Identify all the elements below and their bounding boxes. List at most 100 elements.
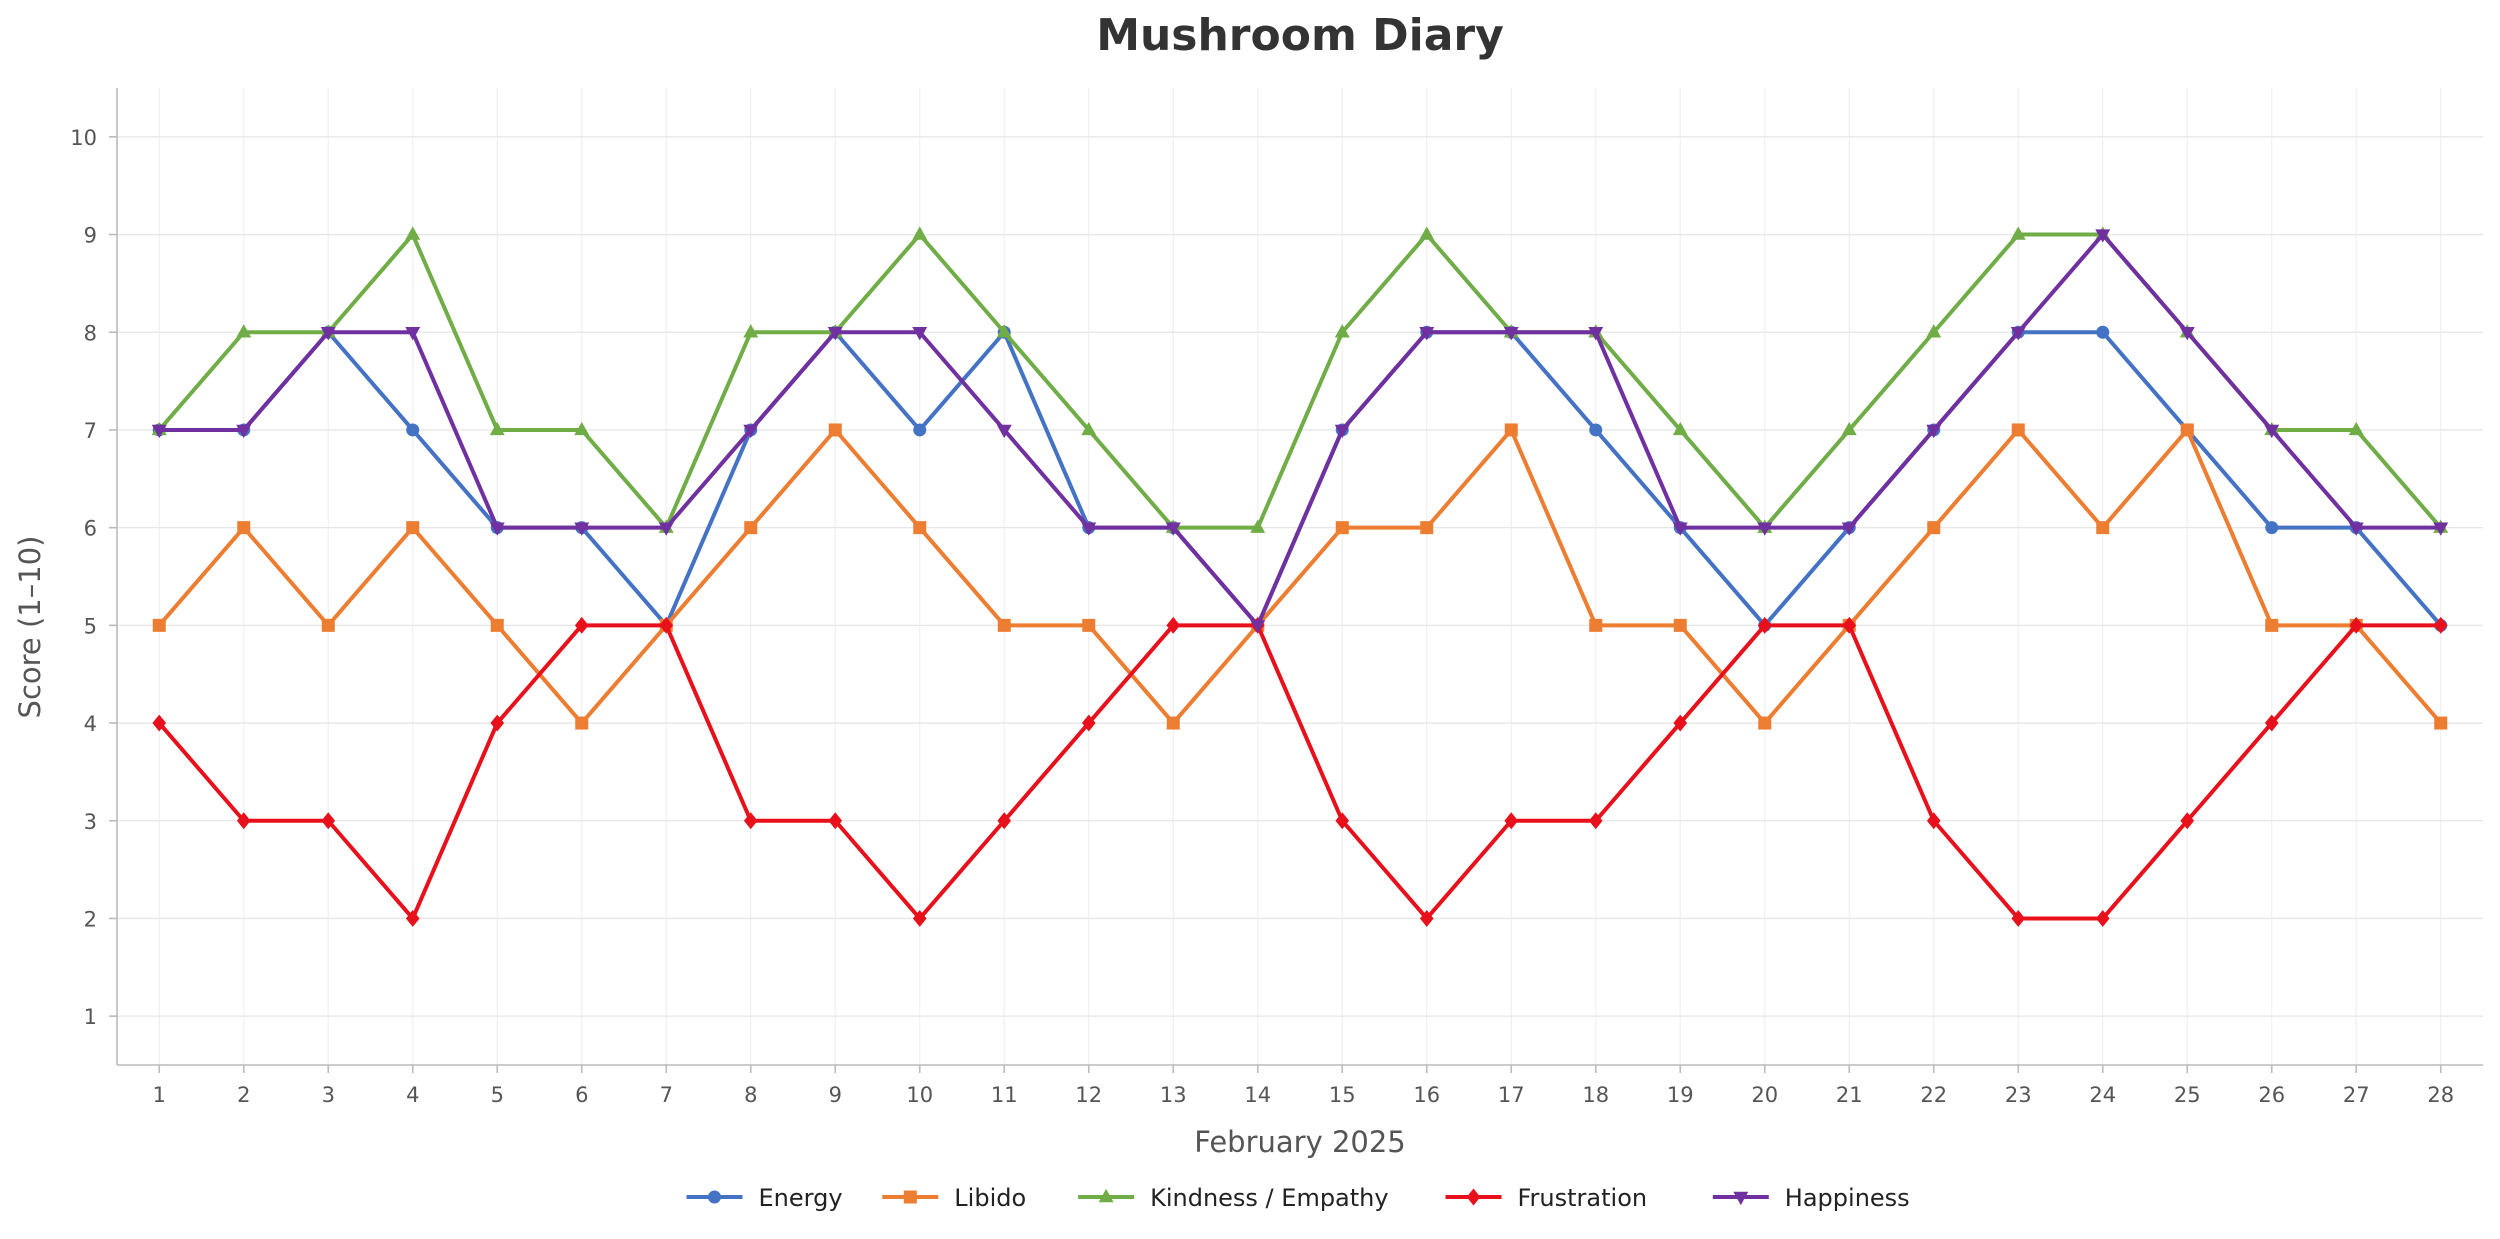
data-point-frustration <box>1588 812 1603 830</box>
data-point-happiness <box>236 424 252 439</box>
data-point-frustration <box>659 616 674 634</box>
data-point-kindness-empathy <box>1926 324 1942 338</box>
data-point-energy <box>913 423 927 437</box>
data-point-happiness <box>1081 522 1097 536</box>
data-point-libido <box>1673 618 1687 632</box>
data-point-kindness-empathy <box>1672 421 1688 436</box>
axes: 1 2 3 4 5 6 7 8 9 10 11 12 13 14 15 16 17 18 19 20 21 22 23 24 2… <box>70 88 2483 1107</box>
x-tick-label: 10 <box>906 1083 933 1107</box>
data-point-frustration <box>1504 812 1519 830</box>
series-frustration <box>152 616 2448 927</box>
data-point-kindness-empathy <box>2010 226 2026 240</box>
data-point-frustration <box>1757 616 1772 634</box>
x-tick-label: 11 <box>991 1083 1018 1107</box>
data-point-kindness-empathy <box>236 324 252 338</box>
x-tick-label: 16 <box>1413 1083 1440 1107</box>
data-point-energy <box>406 423 420 437</box>
series-line-frustration <box>157 623 2443 921</box>
x-tick-label: 25 <box>2174 1083 2201 1107</box>
data-point-kindness-empathy <box>574 421 590 436</box>
data-point-kindness-empathy <box>912 226 928 240</box>
data-point-frustration <box>405 910 420 927</box>
legend-label: Libido <box>954 1184 1026 1212</box>
data-point-libido <box>744 521 758 535</box>
data-point-libido <box>1335 521 1349 535</box>
x-tick-label: 20 <box>1751 1083 1778 1107</box>
data-point-frustration <box>912 910 927 927</box>
series-group <box>151 226 2449 927</box>
data-point-frustration <box>321 812 336 830</box>
data-point-happiness <box>2348 522 2364 536</box>
data-point-happiness <box>912 327 928 341</box>
data-point-kindness-empathy <box>996 324 1012 338</box>
data-point-happiness <box>1503 327 1519 341</box>
data-point-frustration <box>997 812 1012 830</box>
data-point-frustration <box>574 616 589 634</box>
data-point-frustration <box>2011 910 2026 927</box>
x-tick-label: 13 <box>1160 1083 1187 1107</box>
legend-label: Happiness <box>1785 1184 1910 1212</box>
data-point-happiness <box>1334 424 1350 439</box>
data-point-frustration <box>1335 812 1350 830</box>
data-point-libido <box>1504 423 1518 437</box>
x-tick-label: 7 <box>660 1083 673 1107</box>
data-point-frustration <box>1166 616 1181 634</box>
data-point-happiness <box>658 522 674 536</box>
x-tick-label: 4 <box>406 1083 419 1107</box>
x-tick-label: 3 <box>322 1083 335 1107</box>
data-point-libido <box>490 618 504 632</box>
data-point-happiness <box>2010 327 2026 341</box>
data-point-frustration <box>2095 910 2110 927</box>
y-axis-label: Score (1–10) <box>13 536 47 719</box>
y-tick-label: 3 <box>84 810 97 834</box>
series-kindness-empathy <box>151 226 2449 533</box>
data-point-happiness <box>743 424 759 439</box>
legend-label: Energy <box>759 1184 843 1212</box>
legend-swatch-marker <box>1733 1191 1749 1206</box>
y-tick-label: 2 <box>84 907 97 931</box>
legend-label: Frustration <box>1518 1184 1648 1212</box>
data-point-libido <box>1758 716 1772 730</box>
data-point-frustration <box>236 812 251 830</box>
data-point-happiness <box>1588 327 1604 341</box>
data-point-frustration <box>828 812 843 830</box>
data-point-frustration <box>2349 616 2364 634</box>
data-point-frustration <box>1673 714 1688 732</box>
x-tick-label: 21 <box>1836 1083 1863 1107</box>
x-tick-label: 15 <box>1329 1083 1356 1107</box>
x-tick-label: 23 <box>2005 1083 2032 1107</box>
data-point-kindness-empathy <box>1841 421 1857 436</box>
data-point-happiness <box>1672 522 1688 536</box>
data-point-happiness <box>1926 424 1942 439</box>
chart-title: Mushroom Diary <box>1096 10 1504 61</box>
series-line-happiness <box>157 232 2443 628</box>
x-tick-label: 22 <box>1920 1083 1947 1107</box>
data-point-happiness <box>1165 522 1181 536</box>
data-point-frustration <box>1081 714 1096 732</box>
legend-item-happiness: Happiness <box>1712 1184 1910 1212</box>
y-tick-label: 6 <box>84 517 97 541</box>
x-tick-label: 28 <box>2427 1083 2454 1107</box>
legend-item-energy: Energy <box>686 1184 843 1212</box>
x-tick-label: 19 <box>1667 1083 1694 1107</box>
data-point-libido <box>913 521 927 535</box>
data-point-libido <box>2096 521 2110 535</box>
legend-swatch-marker <box>708 1190 721 1204</box>
data-point-frustration <box>1842 616 1857 634</box>
series-line-libido <box>157 427 2443 726</box>
legend-item-frustration: Frustration <box>1445 1184 1648 1212</box>
grid <box>117 88 2483 1065</box>
data-point-energy <box>2096 325 2110 339</box>
legend-item-libido: Libido <box>882 1184 1026 1212</box>
y-tick-label: 1 <box>84 1005 97 1029</box>
x-tick-label: 27 <box>2343 1083 2370 1107</box>
series-line-kindness-empathy <box>157 232 2443 530</box>
series-happiness <box>151 229 2449 634</box>
y-tick-label: 10 <box>70 126 97 150</box>
data-point-frustration <box>1419 910 1434 927</box>
data-point-libido <box>152 618 166 632</box>
data-point-libido <box>2434 716 2448 730</box>
legend-swatch-marker <box>1466 1188 1481 1206</box>
